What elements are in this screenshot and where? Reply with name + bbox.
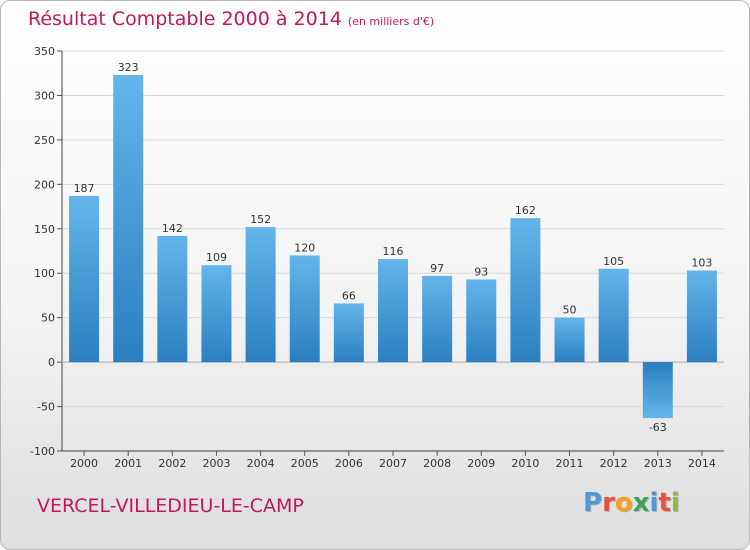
x-tick-label: 2009: [467, 457, 495, 470]
logo-letter: P: [583, 488, 603, 518]
y-tick-label: 300: [34, 89, 55, 102]
commune-name: VERCEL-VILLEDIEU-LE-CAMP: [37, 495, 304, 517]
data-label: 66: [342, 289, 356, 302]
data-label: 105: [603, 255, 624, 268]
x-tick-label: 2000: [70, 457, 98, 470]
x-tick-label: 2002: [158, 457, 186, 470]
y-tick-label: 0: [48, 356, 55, 369]
x-tick-label: 2014: [688, 457, 716, 470]
bar-2012: [598, 268, 629, 363]
bar-2004: [245, 227, 276, 363]
y-tick-label: 50: [41, 312, 55, 325]
bar-2001: [113, 75, 144, 363]
logo-letter: i: [670, 488, 680, 518]
bar-2002: [157, 235, 188, 363]
proxiti-logo: Proxiti: [583, 488, 680, 518]
bar-2014: [686, 270, 717, 363]
x-tick-label: 2005: [291, 457, 319, 470]
bar-2008: [422, 275, 453, 363]
data-label: 109: [206, 251, 227, 264]
y-tick-label: -100: [30, 445, 55, 458]
data-label: 162: [515, 204, 536, 217]
x-tick-label: 2004: [247, 457, 275, 470]
x-tick-label: 2007: [379, 457, 407, 470]
logo-letter: r: [602, 488, 615, 518]
bar-2006: [333, 303, 364, 363]
bar-2003: [201, 265, 232, 363]
chart-title-block: Résultat Comptable 2000 à 2014 (en millie…: [28, 8, 434, 30]
data-label: 97: [430, 262, 444, 275]
x-tick-label: 2006: [335, 457, 363, 470]
bar-2000: [69, 195, 100, 363]
bar-2007: [378, 259, 408, 363]
y-tick-label: 350: [34, 45, 55, 58]
data-label: 142: [162, 222, 183, 235]
data-label: 50: [563, 304, 577, 317]
y-tick-label: 100: [34, 267, 55, 280]
x-tick-label: 2011: [556, 457, 584, 470]
data-label: 152: [250, 213, 271, 226]
x-tick-label: 2008: [423, 457, 451, 470]
bar-2011: [554, 317, 585, 363]
logo-letter: o: [614, 488, 633, 518]
logo-letter: x: [632, 488, 650, 518]
data-label: 116: [383, 245, 404, 258]
bar-2013: [642, 362, 673, 419]
logo-letter: t: [658, 488, 671, 518]
chart-title: Résultat Comptable 2000 à 2014: [28, 8, 342, 30]
logo-letter: i: [649, 488, 659, 518]
x-tick-label: 2001: [114, 457, 142, 470]
bar-2010: [510, 218, 541, 363]
y-tick-label: 250: [34, 134, 55, 147]
chart-subtitle: (en milliers d'€): [347, 15, 435, 28]
y-tick-label: -50: [37, 401, 55, 414]
bar-2009: [466, 279, 497, 363]
y-tick-label: 200: [34, 178, 55, 191]
x-tick-label: 2003: [202, 457, 230, 470]
data-label: 323: [118, 61, 139, 74]
data-label: 93: [474, 265, 488, 278]
x-tick-label: 2012: [600, 457, 628, 470]
data-label: -63: [649, 421, 667, 434]
x-tick-label: 2013: [644, 457, 672, 470]
data-label: 120: [294, 241, 315, 254]
x-tick-label: 2010: [511, 457, 539, 470]
y-tick-label: 150: [34, 223, 55, 236]
bar-2005: [289, 255, 320, 363]
data-label: 103: [691, 257, 712, 270]
data-label: 187: [74, 182, 95, 195]
